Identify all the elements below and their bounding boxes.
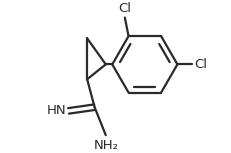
- Text: Cl: Cl: [193, 58, 206, 71]
- Text: HN: HN: [47, 104, 66, 117]
- Text: NH₂: NH₂: [93, 139, 118, 152]
- Text: Cl: Cl: [118, 2, 131, 15]
